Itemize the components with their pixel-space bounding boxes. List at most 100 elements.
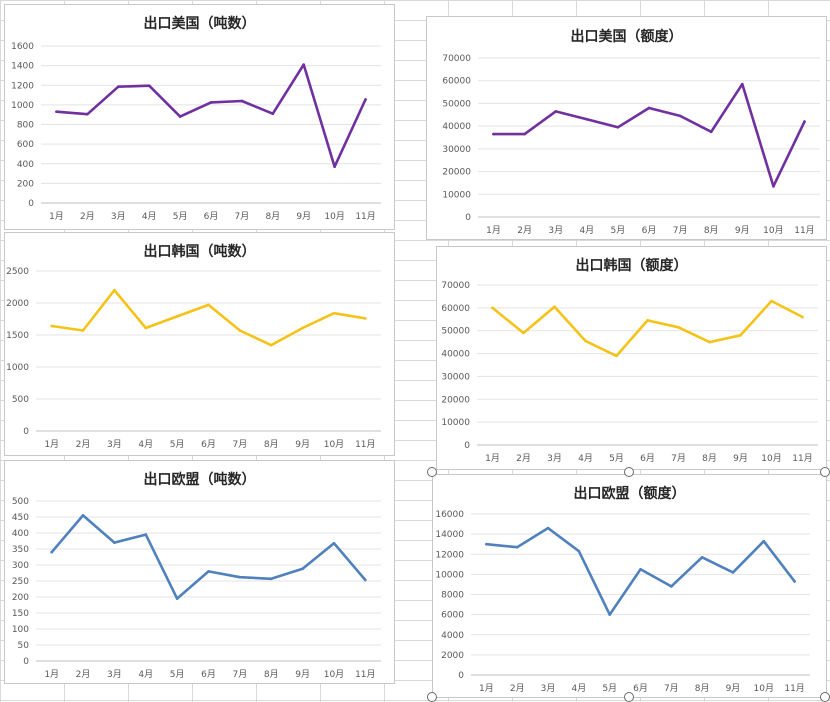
chart-us-amount[interactable]: 出口美国（额度） 0 10000 20000 30000 40000 50000 60000… bbox=[426, 16, 827, 240]
y-tick-label: 30000 bbox=[441, 372, 470, 382]
data-point bbox=[144, 326, 148, 330]
data-point bbox=[585, 118, 589, 121]
y-tick-label: 30000 bbox=[442, 145, 471, 155]
data-point bbox=[81, 329, 85, 332]
chart-title: 出口欧盟（额度） bbox=[573, 486, 686, 502]
data-point bbox=[762, 539, 766, 543]
data-point bbox=[364, 578, 367, 582]
y-tick-label: 60000 bbox=[442, 77, 471, 87]
y-tick-label: 14000 bbox=[435, 530, 464, 540]
data-point bbox=[553, 305, 556, 309]
y-tick-label: 400 bbox=[12, 529, 29, 539]
data-point bbox=[740, 82, 744, 86]
x-tick-label: 2月 bbox=[510, 683, 525, 694]
x-tick-label: 3月 bbox=[107, 439, 122, 450]
y-tick-label: 70000 bbox=[442, 54, 471, 64]
x-tick-label: 6月 bbox=[642, 225, 657, 236]
chart-kr-amount[interactable]: 出口韩国（额度） 0 10000 20000 30000 40000 50000 60000… bbox=[436, 246, 827, 470]
data-point bbox=[86, 112, 89, 116]
selection-handle-bottom-left[interactable] bbox=[427, 692, 437, 702]
x-tick-label: 1月 bbox=[479, 683, 494, 694]
data-point bbox=[485, 542, 488, 546]
x-tick-label: 6月 bbox=[633, 683, 648, 694]
chart-us-tons[interactable]: 出口美国（吨数） 0 200 400 600 800 1000 1200 1400 1600 1月… bbox=[4, 4, 395, 230]
x-tick-label: 7月 bbox=[235, 211, 250, 222]
data-point bbox=[577, 549, 581, 553]
chart-title: 出口美国（吨数） bbox=[143, 16, 256, 32]
selection-handle-bottom-right[interactable] bbox=[820, 692, 830, 702]
chart-eu-amount[interactable]: 出口欧盟（额度） 0 2000 4000 6000 8000 10000 12000 1400… bbox=[432, 474, 827, 698]
y-tick-label: 500 bbox=[12, 497, 29, 507]
data-point bbox=[770, 299, 773, 303]
y-tick-label: 450 bbox=[12, 513, 29, 523]
y-tick-label: 2000 bbox=[441, 651, 464, 661]
selection-handle-top-left[interactable] bbox=[427, 467, 437, 477]
series-line bbox=[485, 526, 796, 616]
x-tick-label: 1月 bbox=[44, 669, 59, 680]
x-tick-label: 8月 bbox=[265, 211, 280, 222]
y-tick-label: 1500 bbox=[6, 331, 29, 341]
x-tick-label: 8月 bbox=[264, 439, 279, 450]
data-point bbox=[238, 329, 242, 332]
x-tick-label: 6月 bbox=[201, 669, 216, 680]
x-tick-label: 7月 bbox=[232, 669, 247, 680]
data-point bbox=[55, 110, 58, 114]
data-point bbox=[677, 325, 680, 329]
plot-area: 0 200 400 600 800 1000 1200 1400 1600 1月 2月 3月 4月 5月 6… bbox=[11, 42, 381, 222]
data-point bbox=[491, 306, 494, 310]
data-point bbox=[116, 85, 120, 89]
x-tick-label: 6月 bbox=[201, 439, 216, 450]
x-tick-label: 4月 bbox=[138, 669, 153, 680]
chart-eu-tons[interactable]: 出口欧盟（吨数） 0 50 100 150 200 250 300 350 400 450 500 1… bbox=[4, 460, 395, 684]
y-tick-label: 0 bbox=[23, 427, 29, 437]
x-tick-label: 9月 bbox=[735, 225, 750, 236]
x-tick-label: 3月 bbox=[107, 669, 122, 680]
data-point bbox=[731, 571, 735, 574]
x-tick-label: 10月 bbox=[754, 683, 774, 694]
y-tick-label: 6000 bbox=[441, 611, 464, 621]
data-point bbox=[332, 541, 336, 545]
x-tick-label: 5月 bbox=[611, 225, 626, 236]
data-point bbox=[209, 101, 213, 104]
data-point bbox=[50, 324, 53, 328]
data-point bbox=[269, 577, 273, 581]
x-tick-label: 11月 bbox=[355, 211, 375, 222]
data-point bbox=[207, 303, 210, 307]
data-point bbox=[175, 315, 179, 318]
chart-title: 出口韩国（额度） bbox=[575, 258, 688, 274]
data-point bbox=[739, 333, 742, 337]
series-line bbox=[491, 299, 804, 358]
data-point bbox=[333, 165, 336, 168]
x-tick-label: 5月 bbox=[170, 439, 185, 450]
selection-handle-top-right[interactable] bbox=[820, 467, 830, 477]
data-point bbox=[670, 585, 673, 588]
x-tick-label: 11月 bbox=[355, 669, 375, 680]
x-tick-label: 4月 bbox=[579, 225, 594, 236]
chart-title: 出口欧盟（吨数） bbox=[143, 472, 256, 488]
x-tick-label: 9月 bbox=[733, 453, 748, 464]
y-tick-label: 500 bbox=[12, 395, 29, 405]
y-tick-label: 300 bbox=[12, 561, 29, 571]
data-point bbox=[301, 326, 304, 330]
y-tick-label: 600 bbox=[17, 140, 34, 150]
x-tick-label: 2月 bbox=[76, 669, 91, 680]
selection-handle-top-center[interactable] bbox=[624, 467, 634, 477]
series-line bbox=[492, 82, 806, 188]
y-tick-label: 200 bbox=[17, 179, 34, 189]
data-point bbox=[269, 343, 273, 347]
y-tick-label: 0 bbox=[464, 441, 470, 451]
y-tick-label: 40000 bbox=[441, 350, 470, 360]
y-tick-label: 4000 bbox=[441, 631, 464, 641]
y-tick-label: 800 bbox=[17, 121, 34, 131]
y-tick-label: 1000 bbox=[11, 101, 34, 111]
chart-kr-tons[interactable]: 出口韩国（吨数） 0 500 1000 1500 2000 2500 1月 2月 3月 4月 5月 6… bbox=[4, 232, 395, 456]
y-tick-label: 1000 bbox=[6, 363, 29, 373]
x-tick-label: 11月 bbox=[792, 453, 812, 464]
chart-title: 出口美国（额度） bbox=[570, 29, 683, 45]
y-tick-label: 0 bbox=[23, 657, 29, 667]
data-point bbox=[793, 580, 796, 583]
selection-handle-bottom-center[interactable] bbox=[624, 692, 634, 702]
data-point bbox=[271, 112, 275, 116]
x-tick-label: 1月 bbox=[44, 439, 59, 450]
x-tick-label: 4月 bbox=[142, 211, 157, 222]
